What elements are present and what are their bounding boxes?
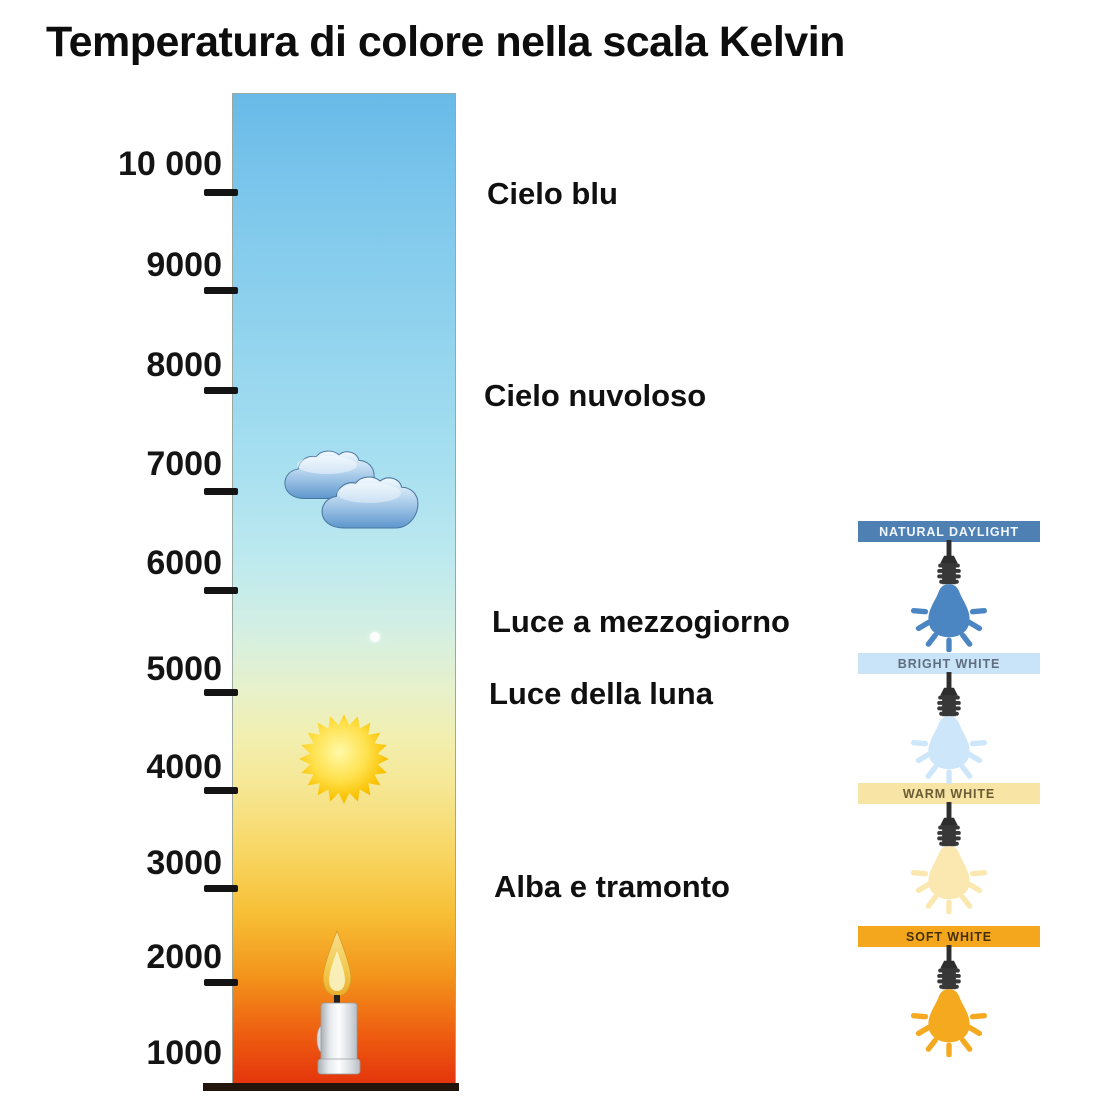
cloud-icon — [284, 450, 419, 529]
candle-icon — [316, 929, 361, 1075]
annotation-luce-luna: Luce della luna — [489, 676, 713, 711]
tick-label-6000: 6000 — [146, 544, 222, 582]
light-bulb-icon-natural-daylight — [910, 540, 988, 652]
light-bulb-icon-warm-white — [910, 802, 988, 914]
tick-label-9000: 9000 — [146, 246, 222, 284]
tick-label-10000: 10 000 — [118, 145, 222, 183]
swatch-header-soft-white: SOFT WHITE — [858, 926, 1040, 947]
tick-label-2000: 2000 — [146, 938, 222, 976]
tick-label-4000: 4000 — [146, 748, 222, 786]
moon-dot-icon — [370, 632, 380, 642]
tick-mark-5000 — [204, 689, 238, 696]
swatch-header-warm-white: WARM WHITE — [858, 783, 1040, 804]
tick-mark-2000 — [204, 979, 238, 986]
tick-mark-9000 — [204, 287, 238, 294]
annotation-cielo-nuvoloso: Cielo nuvoloso — [484, 378, 707, 413]
tick-mark-4000 — [204, 787, 238, 794]
light-bulb-icon-soft-white — [910, 945, 988, 1057]
tick-mark-3000 — [204, 885, 238, 892]
tick-mark-7000 — [204, 488, 238, 495]
light-bulb-icon-bright-white — [910, 672, 988, 784]
kelvin-gradient-bar — [232, 93, 456, 1084]
swatch-header-bright-white: BRIGHT WHITE — [858, 653, 1040, 674]
annotation-cielo-blu: Cielo blu — [487, 176, 618, 211]
tick-mark-10000 — [204, 189, 238, 196]
annotation-alba-tramonto: Alba e tramonto — [494, 869, 730, 904]
tick-label-5000: 5000 — [146, 650, 222, 688]
tick-label-3000: 3000 — [146, 844, 222, 882]
tick-mark-6000 — [204, 587, 238, 594]
bar-bottom-border — [203, 1083, 459, 1091]
tick-mark-8000 — [204, 387, 238, 394]
swatch-header-natural-daylight: NATURAL DAYLIGHT — [858, 521, 1040, 542]
tick-label-8000: 8000 — [146, 346, 222, 384]
sun-icon — [299, 714, 389, 804]
annotation-luce-mezzogiorno: Luce a mezzogiorno — [492, 604, 790, 639]
page-title: Temperatura di colore nella scala Kelvin — [46, 18, 845, 66]
tick-label-1000: 1000 — [146, 1034, 222, 1072]
tick-label-7000: 7000 — [146, 445, 222, 483]
